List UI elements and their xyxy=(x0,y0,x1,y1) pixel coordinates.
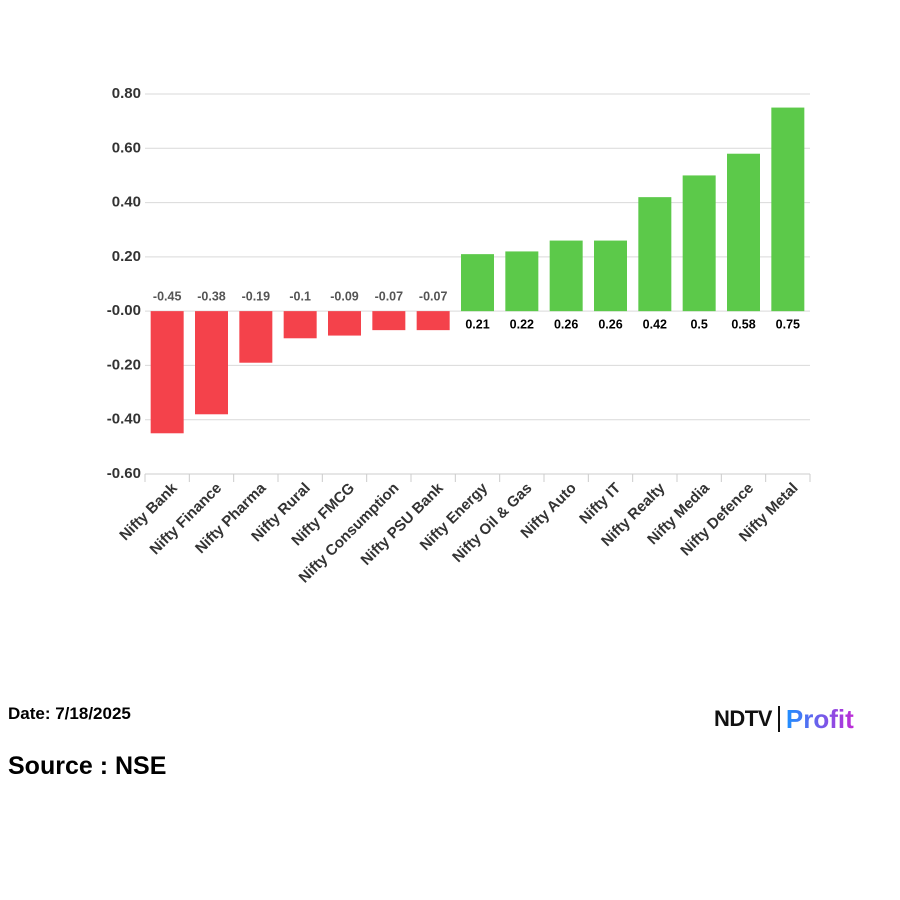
value-label: 0.26 xyxy=(598,317,622,331)
bar xyxy=(638,197,672,312)
logo-divider xyxy=(777,706,780,732)
y-tick-label: -0.60 xyxy=(107,465,141,482)
bar xyxy=(594,240,627,312)
value-label: 0.21 xyxy=(465,317,489,331)
y-tick-label: 0.40 xyxy=(112,194,141,211)
value-label: 0.42 xyxy=(643,317,667,331)
x-tick-label: Nifty Oil & Gas xyxy=(449,480,535,566)
bar xyxy=(682,175,716,312)
bar xyxy=(505,251,539,312)
bar xyxy=(461,254,494,312)
bar xyxy=(549,240,583,312)
value-label: 0.58 xyxy=(731,317,755,331)
bar xyxy=(195,311,228,415)
value-label: -0.19 xyxy=(242,289,271,303)
logo-profit: Profit xyxy=(785,703,854,734)
bar xyxy=(239,311,273,363)
date: Date: 7/18/2025 xyxy=(8,704,131,723)
chart: 0.80 0.60 0.40 0.20 -0.00 -0.20 -0.40 -0.60 -0.4… xyxy=(107,85,811,586)
value-label: -0.07 xyxy=(375,289,404,303)
bar xyxy=(416,311,450,331)
value-label: 0.5 xyxy=(690,317,707,331)
y-tick-label: 0.80 xyxy=(112,85,141,102)
y-tick-label: -0.00 xyxy=(107,302,141,319)
y-tick-label: 0.20 xyxy=(112,248,141,265)
logo-ndtv: NDTV xyxy=(714,706,772,731)
y-tick-label: -0.20 xyxy=(107,356,141,373)
value-label: -0.07 xyxy=(419,289,448,303)
value-label: 0.22 xyxy=(510,317,534,331)
y-tick-label: 0.60 xyxy=(112,139,141,156)
value-label: -0.1 xyxy=(289,289,311,303)
value-label: -0.09 xyxy=(330,289,359,303)
bar xyxy=(328,311,361,336)
bar xyxy=(283,311,317,339)
bar xyxy=(727,153,760,312)
source: Source : NSE xyxy=(8,752,167,780)
y-tick-label: -0.40 xyxy=(107,411,141,428)
logo: NDTV Profit xyxy=(714,704,854,734)
bar xyxy=(771,107,805,312)
bar xyxy=(150,311,184,434)
value-label: -0.45 xyxy=(153,289,182,303)
value-label: 0.26 xyxy=(554,317,578,331)
bar xyxy=(372,311,406,331)
value-label: -0.38 xyxy=(197,289,226,303)
value-label: 0.75 xyxy=(776,317,800,331)
